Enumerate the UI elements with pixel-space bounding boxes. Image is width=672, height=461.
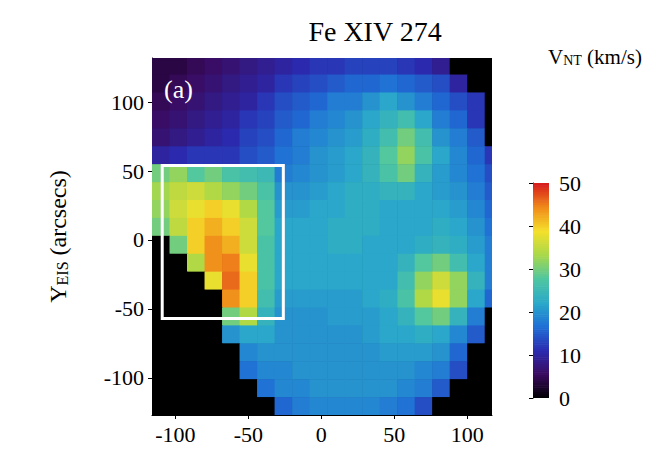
svg-text:50: 50	[559, 171, 581, 196]
svg-text:30: 30	[559, 257, 581, 282]
svg-text:NT: NT	[563, 53, 582, 68]
svg-text:100: 100	[111, 90, 144, 115]
svg-text:0: 0	[316, 422, 327, 447]
svg-text:EIS: EIS	[54, 261, 71, 285]
svg-text:50: 50	[383, 422, 405, 447]
svg-text:40: 40	[559, 214, 581, 239]
svg-text:Y: Y	[45, 285, 71, 302]
svg-text:-100: -100	[104, 365, 144, 390]
svg-text:-100: -100	[155, 422, 195, 447]
svg-text:-50: -50	[234, 422, 263, 447]
svg-text:20: 20	[559, 300, 581, 325]
svg-text:0: 0	[133, 227, 144, 252]
svg-text:(arcsecs): (arcsecs)	[45, 170, 71, 261]
svg-text:0: 0	[559, 386, 570, 411]
svg-text:100: 100	[451, 422, 484, 447]
svg-text:V: V	[548, 45, 563, 69]
svg-text:-50: -50	[115, 296, 144, 321]
svg-text:50: 50	[122, 159, 144, 184]
svg-text:Fe XIV 274: Fe XIV 274	[308, 16, 441, 47]
svg-text:(a): (a)	[164, 75, 193, 104]
svg-text:10: 10	[559, 343, 581, 368]
svg-text:(km/s): (km/s)	[582, 45, 642, 69]
